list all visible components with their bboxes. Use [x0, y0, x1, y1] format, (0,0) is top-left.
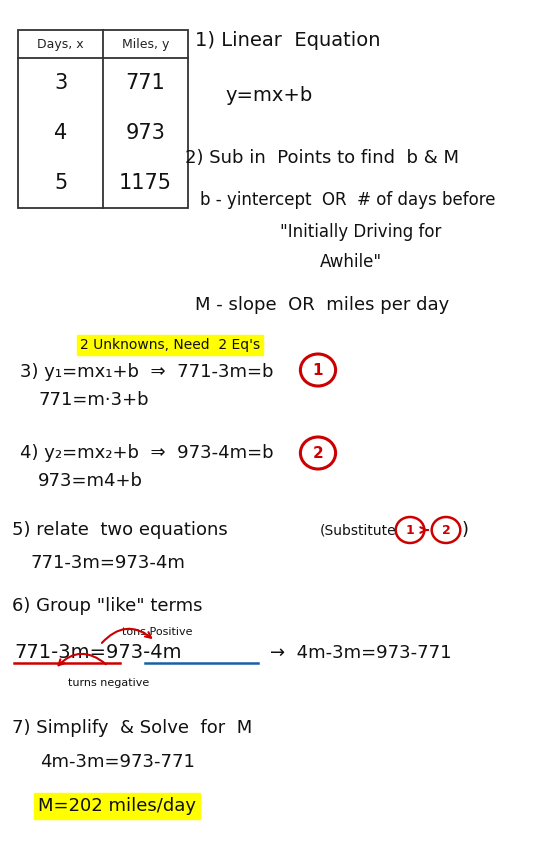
- Text: tons Positive: tons Positive: [122, 627, 193, 637]
- Text: 1: 1: [406, 524, 414, 537]
- Text: y=mx+b: y=mx+b: [225, 85, 312, 104]
- Text: 771-3m=973-4m: 771-3m=973-4m: [30, 554, 185, 572]
- Text: 771: 771: [126, 73, 165, 93]
- Text: "Initially Driving for: "Initially Driving for: [280, 223, 441, 241]
- Text: 7) Simplify  & Solve  for  M: 7) Simplify & Solve for M: [12, 719, 252, 737]
- Text: Miles, y: Miles, y: [122, 37, 169, 51]
- Text: 6) Group "like" terms: 6) Group "like" terms: [12, 597, 203, 615]
- Text: 4) y₂=mx₂+b  ⇒  973-4m=b: 4) y₂=mx₂+b ⇒ 973-4m=b: [20, 444, 273, 462]
- Text: turns negative: turns negative: [68, 678, 149, 688]
- Text: Days, x: Days, x: [37, 37, 84, 51]
- Text: 2: 2: [312, 445, 323, 461]
- Text: b - yintercept  OR  # of days before: b - yintercept OR # of days before: [200, 191, 496, 209]
- Text: 1: 1: [313, 362, 323, 377]
- Text: 973=m4+b: 973=m4+b: [38, 472, 143, 490]
- Text: Awhile": Awhile": [320, 253, 382, 271]
- Text: 3) y₁=mx₁+b  ⇒  771-3m=b: 3) y₁=mx₁+b ⇒ 771-3m=b: [20, 363, 273, 381]
- Text: →  4m-3m=973-771: → 4m-3m=973-771: [270, 644, 451, 662]
- Text: M - slope  OR  miles per day: M - slope OR miles per day: [195, 296, 449, 314]
- Text: 5) relate  two equations: 5) relate two equations: [12, 521, 228, 539]
- Text: 973: 973: [126, 123, 165, 143]
- Text: 2) Sub in  Points to find  b & M: 2) Sub in Points to find b & M: [185, 149, 459, 167]
- Text: (Substitute: (Substitute: [320, 523, 396, 537]
- Text: 1) Linear  Equation: 1) Linear Equation: [195, 30, 380, 49]
- Text: 771-3m=973-4m: 771-3m=973-4m: [14, 644, 182, 663]
- Text: 2: 2: [441, 524, 450, 537]
- Text: 1175: 1175: [119, 173, 172, 193]
- Text: 771=m·3+b: 771=m·3+b: [38, 391, 149, 409]
- Text: 4m-3m=973-771: 4m-3m=973-771: [40, 753, 195, 771]
- Text: M=202 miles/day: M=202 miles/day: [38, 797, 196, 815]
- Text: ): ): [462, 521, 469, 539]
- Bar: [18, 30, 188, 208]
- Text: 5: 5: [54, 173, 67, 193]
- Text: 4: 4: [54, 123, 67, 143]
- Text: 2 Unknowns, Need  2 Eq's: 2 Unknowns, Need 2 Eq's: [80, 338, 260, 352]
- Text: 3: 3: [54, 73, 67, 93]
